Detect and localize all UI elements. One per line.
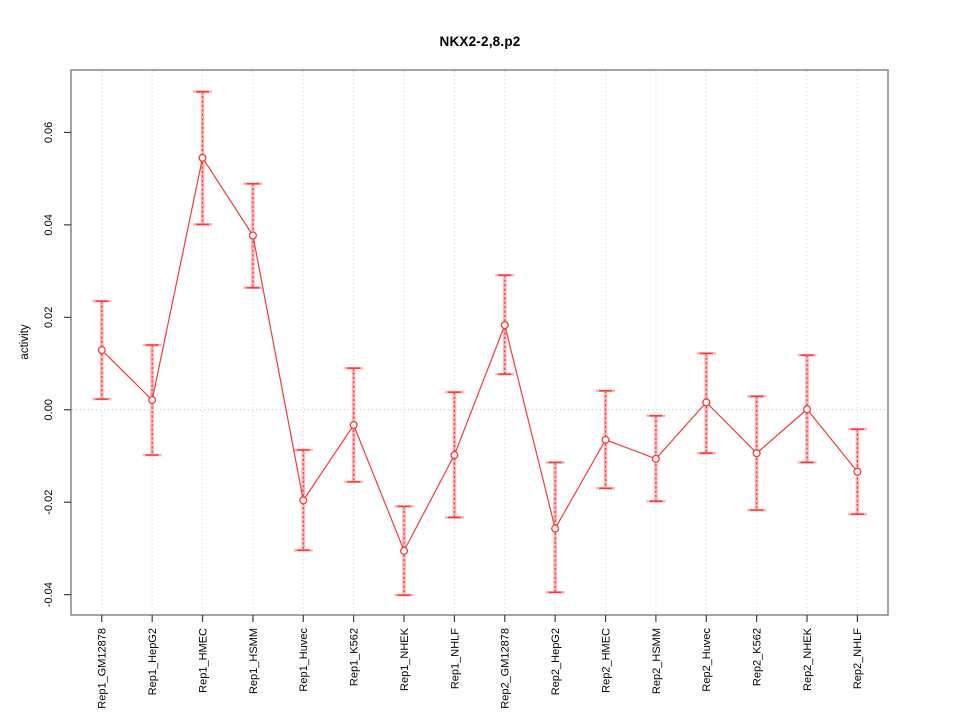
- data-point-marker: [853, 467, 862, 476]
- data-point-marker: [651, 454, 660, 463]
- x-tick-label: Rep1_K562: [349, 628, 361, 686]
- y-tick-label: 0.04: [43, 214, 55, 235]
- x-tick-label: Rep2_Huvec: [701, 628, 713, 692]
- x-tick-label: Rep1_HepG2: [147, 628, 159, 695]
- chart-title: NKX2-2,8.p2: [439, 34, 521, 49]
- data-point-marker: [702, 398, 711, 407]
- x-tick-label: Rep1_Huvec: [298, 628, 310, 692]
- x-tick-label: Rep1_HSMM: [248, 628, 260, 694]
- x-tick-label: Rep1_GM12878: [97, 628, 109, 709]
- x-tick-label: Rep2_K562: [752, 628, 764, 686]
- data-point-marker: [802, 405, 812, 414]
- data-point-marker: [148, 396, 157, 405]
- y-tick-label: 0.02: [43, 307, 55, 328]
- data-point-marker: [450, 451, 459, 460]
- data-point-marker: [248, 231, 257, 240]
- data-point-marker: [551, 524, 560, 533]
- data-point-marker: [299, 496, 308, 505]
- y-tick-label: 0.00: [43, 399, 55, 420]
- x-tick-label: Rep2_NHEK: [802, 627, 814, 691]
- y-tick-label: -0.04: [43, 582, 55, 607]
- data-point-marker: [349, 420, 358, 430]
- data-point-marker: [500, 321, 509, 330]
- x-tick-label: Rep2_NHLF: [852, 628, 864, 689]
- x-tick-label: Rep2_HMEC: [600, 628, 612, 693]
- data-point-marker: [399, 546, 409, 555]
- data-point-marker: [198, 153, 207, 162]
- x-tick-label: Rep2_HSMM: [651, 628, 663, 694]
- series-line: [101, 156, 858, 553]
- x-tick-label: Rep1_HMEC: [197, 628, 209, 693]
- data-point-marker: [601, 435, 610, 444]
- data-point-marker: [97, 346, 106, 355]
- y-tick-label: 0.06: [43, 122, 55, 143]
- plot-box: [70, 69, 889, 616]
- x-tick-label: Rep2_HepG2: [550, 628, 562, 695]
- x-tick-label: Rep1_NHEK: [399, 627, 411, 691]
- data-point-marker: [752, 449, 761, 458]
- x-tick-label: Rep1_NHLF: [449, 628, 461, 689]
- y-tick-label: -0.02: [43, 490, 55, 515]
- x-tick-label: Rep2_GM12878: [500, 628, 512, 709]
